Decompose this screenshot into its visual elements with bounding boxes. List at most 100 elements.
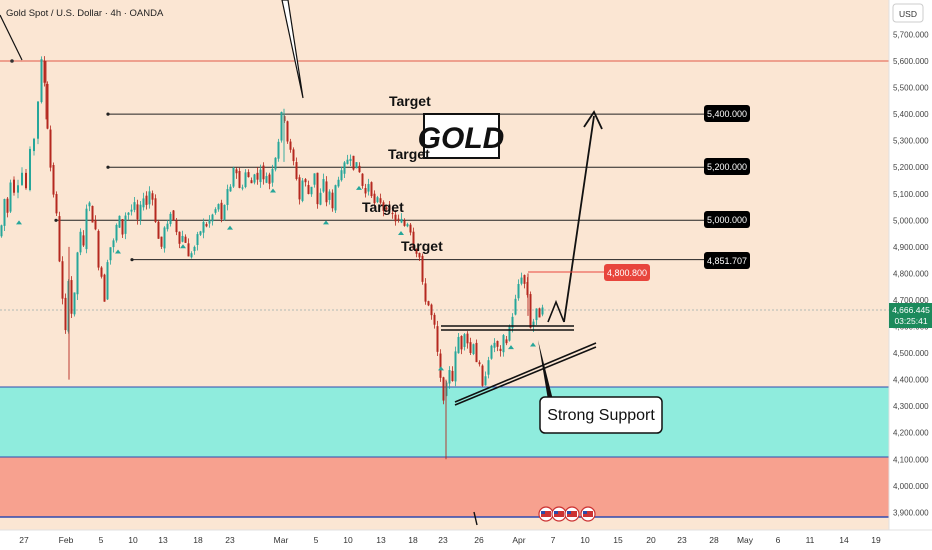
candle-body xyxy=(511,316,514,329)
candle-body xyxy=(382,202,385,211)
price-tick-label: 5,700.000 xyxy=(893,30,929,39)
candle-body xyxy=(244,172,247,188)
left-callout-pointer xyxy=(0,14,23,61)
candle-body xyxy=(139,204,142,221)
candle-body xyxy=(439,353,442,378)
candle-body xyxy=(130,209,133,212)
candle-body xyxy=(70,280,73,314)
event-flags[interactable] xyxy=(538,506,596,522)
price-tick-label: 4,400.000 xyxy=(893,376,929,385)
us-flag-icon[interactable] xyxy=(564,506,580,522)
time-tick-label: 13 xyxy=(158,535,168,545)
candle-body xyxy=(421,255,424,282)
candle-body xyxy=(454,351,457,382)
time-tick-label: 23 xyxy=(677,535,687,545)
candle-body xyxy=(127,212,130,215)
candle-body xyxy=(364,188,367,194)
target-label-1: Target xyxy=(389,93,431,109)
time-tick-labels: 27 Feb 5 10 13 18 23 Mar 5 10 13 18 23 26 Apr 7 10 15 20 23… xyxy=(19,535,881,545)
candle-body xyxy=(157,221,160,239)
candle-body xyxy=(148,191,151,205)
candle-body xyxy=(115,224,118,241)
candle-body xyxy=(361,173,364,186)
candle-body xyxy=(61,261,64,299)
price-tick-label: 4,300.000 xyxy=(893,402,929,411)
target-badge-5200: 5,200.000 xyxy=(704,158,750,175)
candle-body xyxy=(418,252,421,258)
candle-body xyxy=(196,234,199,246)
candle-body xyxy=(13,179,15,193)
price-tick-label: 5,100.000 xyxy=(893,190,929,199)
signal-marker-icon xyxy=(180,244,186,249)
candle-body xyxy=(121,219,124,235)
candle-body xyxy=(532,321,535,327)
candle-body xyxy=(178,231,181,244)
signal-marker-icon xyxy=(16,220,22,225)
candle-body xyxy=(0,225,3,237)
price-tick-labels: 5,700.000 5,600.000 5,500.000 5,400.000 5,30… xyxy=(893,30,929,517)
candle-body xyxy=(190,253,193,258)
candle-body xyxy=(172,210,175,220)
candle-body xyxy=(268,174,271,184)
us-flag-icon[interactable] xyxy=(580,506,596,522)
candle-body xyxy=(73,292,76,315)
candle-body xyxy=(424,283,427,302)
candle-body xyxy=(166,223,169,230)
candle-body xyxy=(100,267,103,277)
candle-body xyxy=(463,334,466,347)
time-tick-label: Mar xyxy=(274,535,289,545)
time-tick-label: 18 xyxy=(408,535,418,545)
us-flag-icon[interactable] xyxy=(538,506,554,522)
support-callout-pointer xyxy=(538,340,553,400)
target-badge-5200-text: 5,200.000 xyxy=(707,162,747,172)
candle-body xyxy=(442,377,445,401)
candle-body xyxy=(412,231,415,249)
price-tick-label: 4,100.000 xyxy=(893,455,929,464)
high-badge: 4,800.800 xyxy=(604,264,650,281)
time-tick-label: 5 xyxy=(99,535,104,545)
resistance-zone xyxy=(0,457,889,517)
target-badge-5000: 5,000.000 xyxy=(704,211,750,228)
time-tick-label: Apr xyxy=(512,535,525,545)
candle-body xyxy=(376,197,379,203)
candle-body xyxy=(55,194,58,214)
candle-body xyxy=(529,294,532,328)
candle-body xyxy=(478,362,481,365)
candle-body xyxy=(205,224,208,227)
candle-body xyxy=(214,209,217,213)
candle-body xyxy=(58,216,61,262)
candle-body xyxy=(403,220,406,226)
target-line-anchor xyxy=(54,218,58,222)
candle-body xyxy=(400,218,403,223)
top-line-anchor xyxy=(10,59,14,63)
candle-body xyxy=(94,220,97,230)
candle-body xyxy=(49,129,52,168)
candle-body xyxy=(271,168,274,183)
candle-body xyxy=(106,262,109,300)
candle-body xyxy=(229,186,232,192)
us-flag-icon[interactable] xyxy=(551,506,567,522)
price-axis[interactable] xyxy=(889,0,932,530)
time-tick-label: 19 xyxy=(871,535,881,545)
currency-button[interactable]: USD xyxy=(892,3,924,23)
signal-marker-icon xyxy=(438,366,444,371)
candle-body xyxy=(499,348,502,351)
candle-body xyxy=(475,342,478,363)
candle-body xyxy=(133,202,136,210)
candle-body xyxy=(259,169,262,183)
time-axis[interactable] xyxy=(0,530,932,550)
candle-body xyxy=(142,198,145,208)
candle-body xyxy=(409,224,412,233)
candle-body xyxy=(346,159,349,164)
candle-body xyxy=(286,121,289,142)
candle-body xyxy=(472,344,475,355)
candle-body xyxy=(181,235,184,242)
candle-body xyxy=(481,365,484,386)
candle-body xyxy=(469,342,472,353)
time-tick-label: 15 xyxy=(613,535,623,545)
time-tick-label: 23 xyxy=(225,535,235,545)
time-tick-label: 6 xyxy=(776,535,781,545)
candle-body xyxy=(445,382,448,396)
target-lines xyxy=(54,112,704,262)
